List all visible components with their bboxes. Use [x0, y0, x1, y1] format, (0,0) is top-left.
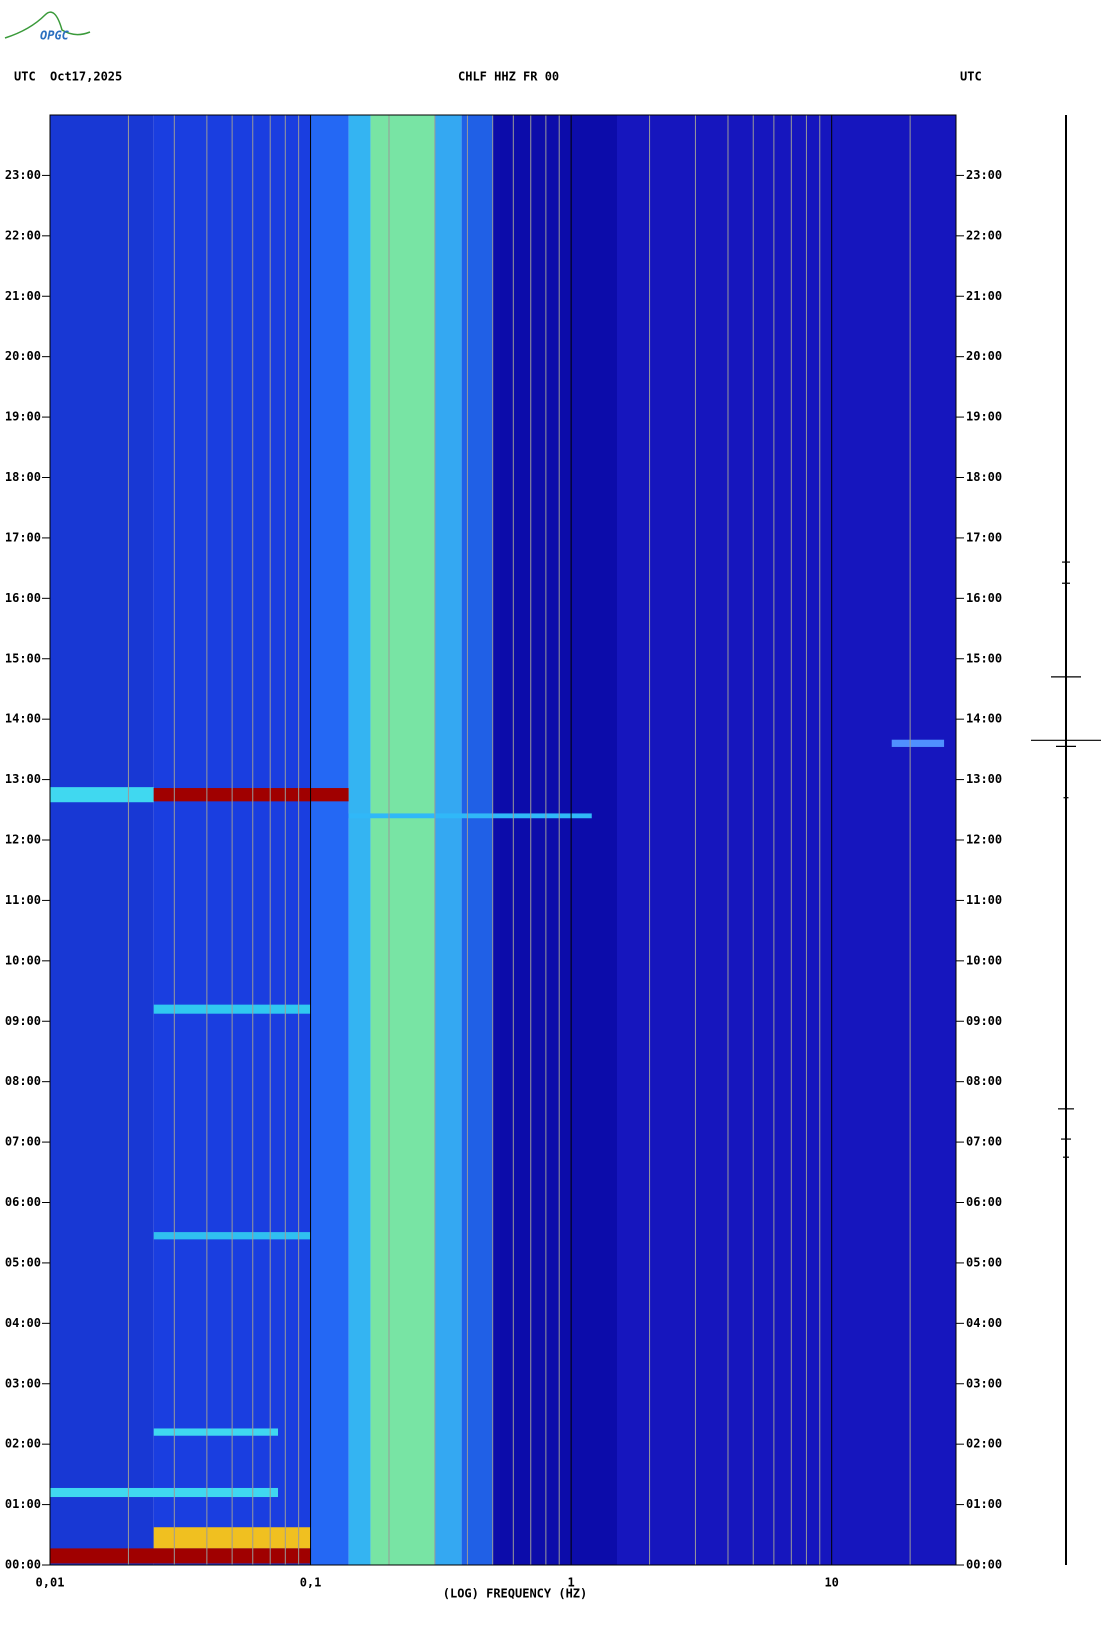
y-tick-label-right: 20:00	[966, 349, 1002, 363]
logo: OPGC	[40, 29, 70, 43]
spectrum-band	[348, 115, 371, 1565]
y-tick-label-right: 01:00	[966, 1497, 1002, 1511]
x-tick-label: 10	[824, 1576, 838, 1590]
y-tick-label-right: 21:00	[966, 289, 1002, 303]
spectral-event	[50, 1487, 279, 1498]
y-tick-label-right: 18:00	[966, 470, 1002, 484]
y-tick-label: 09:00	[5, 1014, 41, 1028]
y-tick-label-right: 15:00	[966, 651, 1002, 665]
y-tick-label: 20:00	[5, 349, 41, 363]
y-tick-label: 02:00	[5, 1437, 41, 1451]
y-tick-label: 01:00	[5, 1497, 41, 1511]
spectrum-band	[50, 115, 154, 1565]
y-tick-label-right: 07:00	[966, 1135, 1002, 1149]
y-tick-label: 15:00	[5, 651, 41, 665]
y-tick-label-right: 09:00	[966, 1014, 1002, 1028]
y-tick-label-right: 05:00	[966, 1255, 1002, 1269]
spectrum-band	[370, 115, 435, 1565]
y-tick-label: 06:00	[5, 1195, 41, 1209]
y-tick-label: 11:00	[5, 893, 41, 907]
chart-title: CHLF HHZ FR 00	[458, 70, 559, 84]
y-tick-label: 08:00	[5, 1074, 41, 1088]
y-tick-label: 10:00	[5, 953, 41, 967]
spectrum-band	[310, 115, 349, 1565]
y-tick-label: 19:00	[5, 410, 41, 424]
y-tick-label: 18:00	[5, 470, 41, 484]
y-tick-label-right: 02:00	[966, 1437, 1002, 1451]
x-tick-label: 1	[568, 1576, 575, 1590]
spectral-event	[348, 813, 592, 819]
y-tick-label-right: 08:00	[966, 1074, 1002, 1088]
y-tick-label: 17:00	[5, 530, 41, 544]
y-tick-label-right: 12:00	[966, 833, 1002, 847]
y-tick-label-right: 14:00	[966, 712, 1002, 726]
y-tick-label-right: 16:00	[966, 591, 1002, 605]
y-tick-label: 05:00	[5, 1255, 41, 1269]
spectral-event	[153, 788, 349, 802]
plot-frame	[49, 114, 957, 1566]
x-tick-label: 0,01	[36, 1576, 65, 1590]
x-tick-label: 0,1	[300, 1576, 322, 1590]
date: Oct17,2025	[50, 70, 122, 84]
spectrum-band	[461, 115, 493, 1565]
y-tick-label-right: 06:00	[966, 1195, 1002, 1209]
y-tick-label-right: 19:00	[966, 410, 1002, 424]
y-tick-label: 16:00	[5, 591, 41, 605]
spectral-event	[891, 739, 945, 747]
spectrum-band	[492, 115, 618, 1565]
y-tick-label-right: 22:00	[966, 228, 1002, 242]
y-tick-label: 12:00	[5, 833, 41, 847]
spectrum-band	[434, 115, 462, 1565]
header-right: UTC	[960, 70, 982, 84]
y-tick-label: 14:00	[5, 712, 41, 726]
spectral-event	[50, 787, 154, 803]
y-tick-label-right: 17:00	[966, 530, 1002, 544]
spectral-event	[50, 1548, 311, 1564]
y-tick-label: 00:00	[5, 1558, 41, 1572]
y-tick-label: 04:00	[5, 1316, 41, 1330]
header-left: UTC	[14, 70, 36, 84]
spectral-event	[153, 1428, 279, 1436]
y-tick-label-right: 10:00	[966, 953, 1002, 967]
y-tick-label: 13:00	[5, 772, 41, 786]
spectrum-band	[617, 115, 956, 1565]
y-tick-label-right: 11:00	[966, 893, 1002, 907]
y-tick-label: 21:00	[5, 289, 41, 303]
y-tick-label: 07:00	[5, 1135, 41, 1149]
y-tick-label: 23:00	[5, 168, 41, 182]
y-tick-label-right: 23:00	[966, 168, 1002, 182]
x-axis-label: (LOG) FREQUENCY (HZ)	[443, 1587, 588, 1601]
y-tick-label: 22:00	[5, 228, 41, 242]
logo-curve	[4, 11, 91, 39]
y-tick-label-right: 00:00	[966, 1558, 1002, 1572]
y-tick-label-right: 03:00	[966, 1376, 1002, 1390]
y-tick-label-right: 13:00	[966, 772, 1002, 786]
y-tick-label: 03:00	[5, 1376, 41, 1390]
y-tick-label-right: 04:00	[966, 1316, 1002, 1330]
